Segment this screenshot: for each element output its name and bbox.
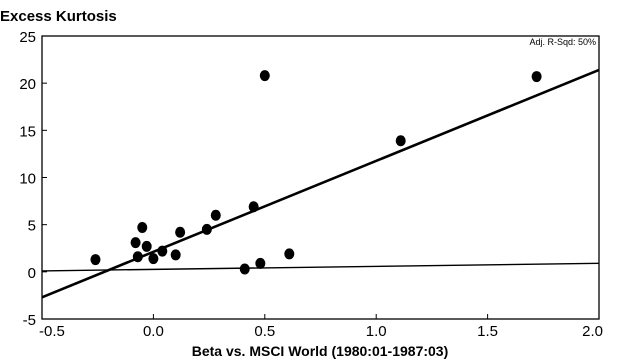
- x-axis: -0.5 0.0 0.5 1.0 1.5 2.0: [39, 314, 603, 340]
- data-point: [170, 249, 181, 261]
- data-point: [201, 223, 212, 235]
- data-point: [132, 251, 143, 263]
- x-axis-label: Beta vs. MSCI World (1980:01-1987:03): [192, 343, 449, 359]
- data-point: [130, 237, 141, 249]
- x-tick-label: 0.0: [143, 323, 164, 340]
- data-point: [255, 257, 266, 269]
- x-tick-label: 1.0: [366, 323, 387, 340]
- data-point: [531, 71, 542, 83]
- data-points: [90, 70, 542, 275]
- plot-frame: [41, 35, 600, 320]
- data-point: [175, 226, 186, 238]
- reference-line: [41, 262, 600, 272]
- data-point: [395, 135, 406, 147]
- data-point: [239, 263, 250, 275]
- y-tick-label: 20: [19, 76, 36, 93]
- data-point: [148, 253, 159, 265]
- r-squared-annotation: Adj. R-Sqd: 50%: [529, 37, 596, 47]
- x-tick-label: -0.5: [39, 323, 65, 340]
- x-tick-label: 2.0: [582, 323, 603, 340]
- y-axis: -5 0 5 10 15 20 25: [19, 29, 47, 329]
- data-point: [137, 221, 148, 233]
- data-point: [157, 245, 168, 257]
- y-tick-label: -5: [23, 312, 36, 329]
- data-point: [248, 201, 259, 213]
- data-point: [259, 70, 270, 82]
- chart-title: Excess Kurtosis: [0, 8, 117, 25]
- fit-lines: [41, 68, 600, 299]
- y-tick-label: 15: [19, 123, 36, 140]
- y-tick-label: 25: [19, 29, 36, 46]
- y-tick-label: 10: [19, 171, 36, 188]
- y-tick-label: 0: [28, 265, 36, 282]
- x-tick-label: 0.5: [254, 323, 275, 340]
- data-point: [284, 248, 295, 260]
- y-tick-label: 5: [28, 218, 36, 235]
- data-point: [90, 254, 101, 266]
- x-tick-label: 1.5: [477, 323, 498, 340]
- regression-line: [41, 68, 600, 299]
- data-point: [141, 240, 152, 252]
- data-point: [210, 209, 221, 221]
